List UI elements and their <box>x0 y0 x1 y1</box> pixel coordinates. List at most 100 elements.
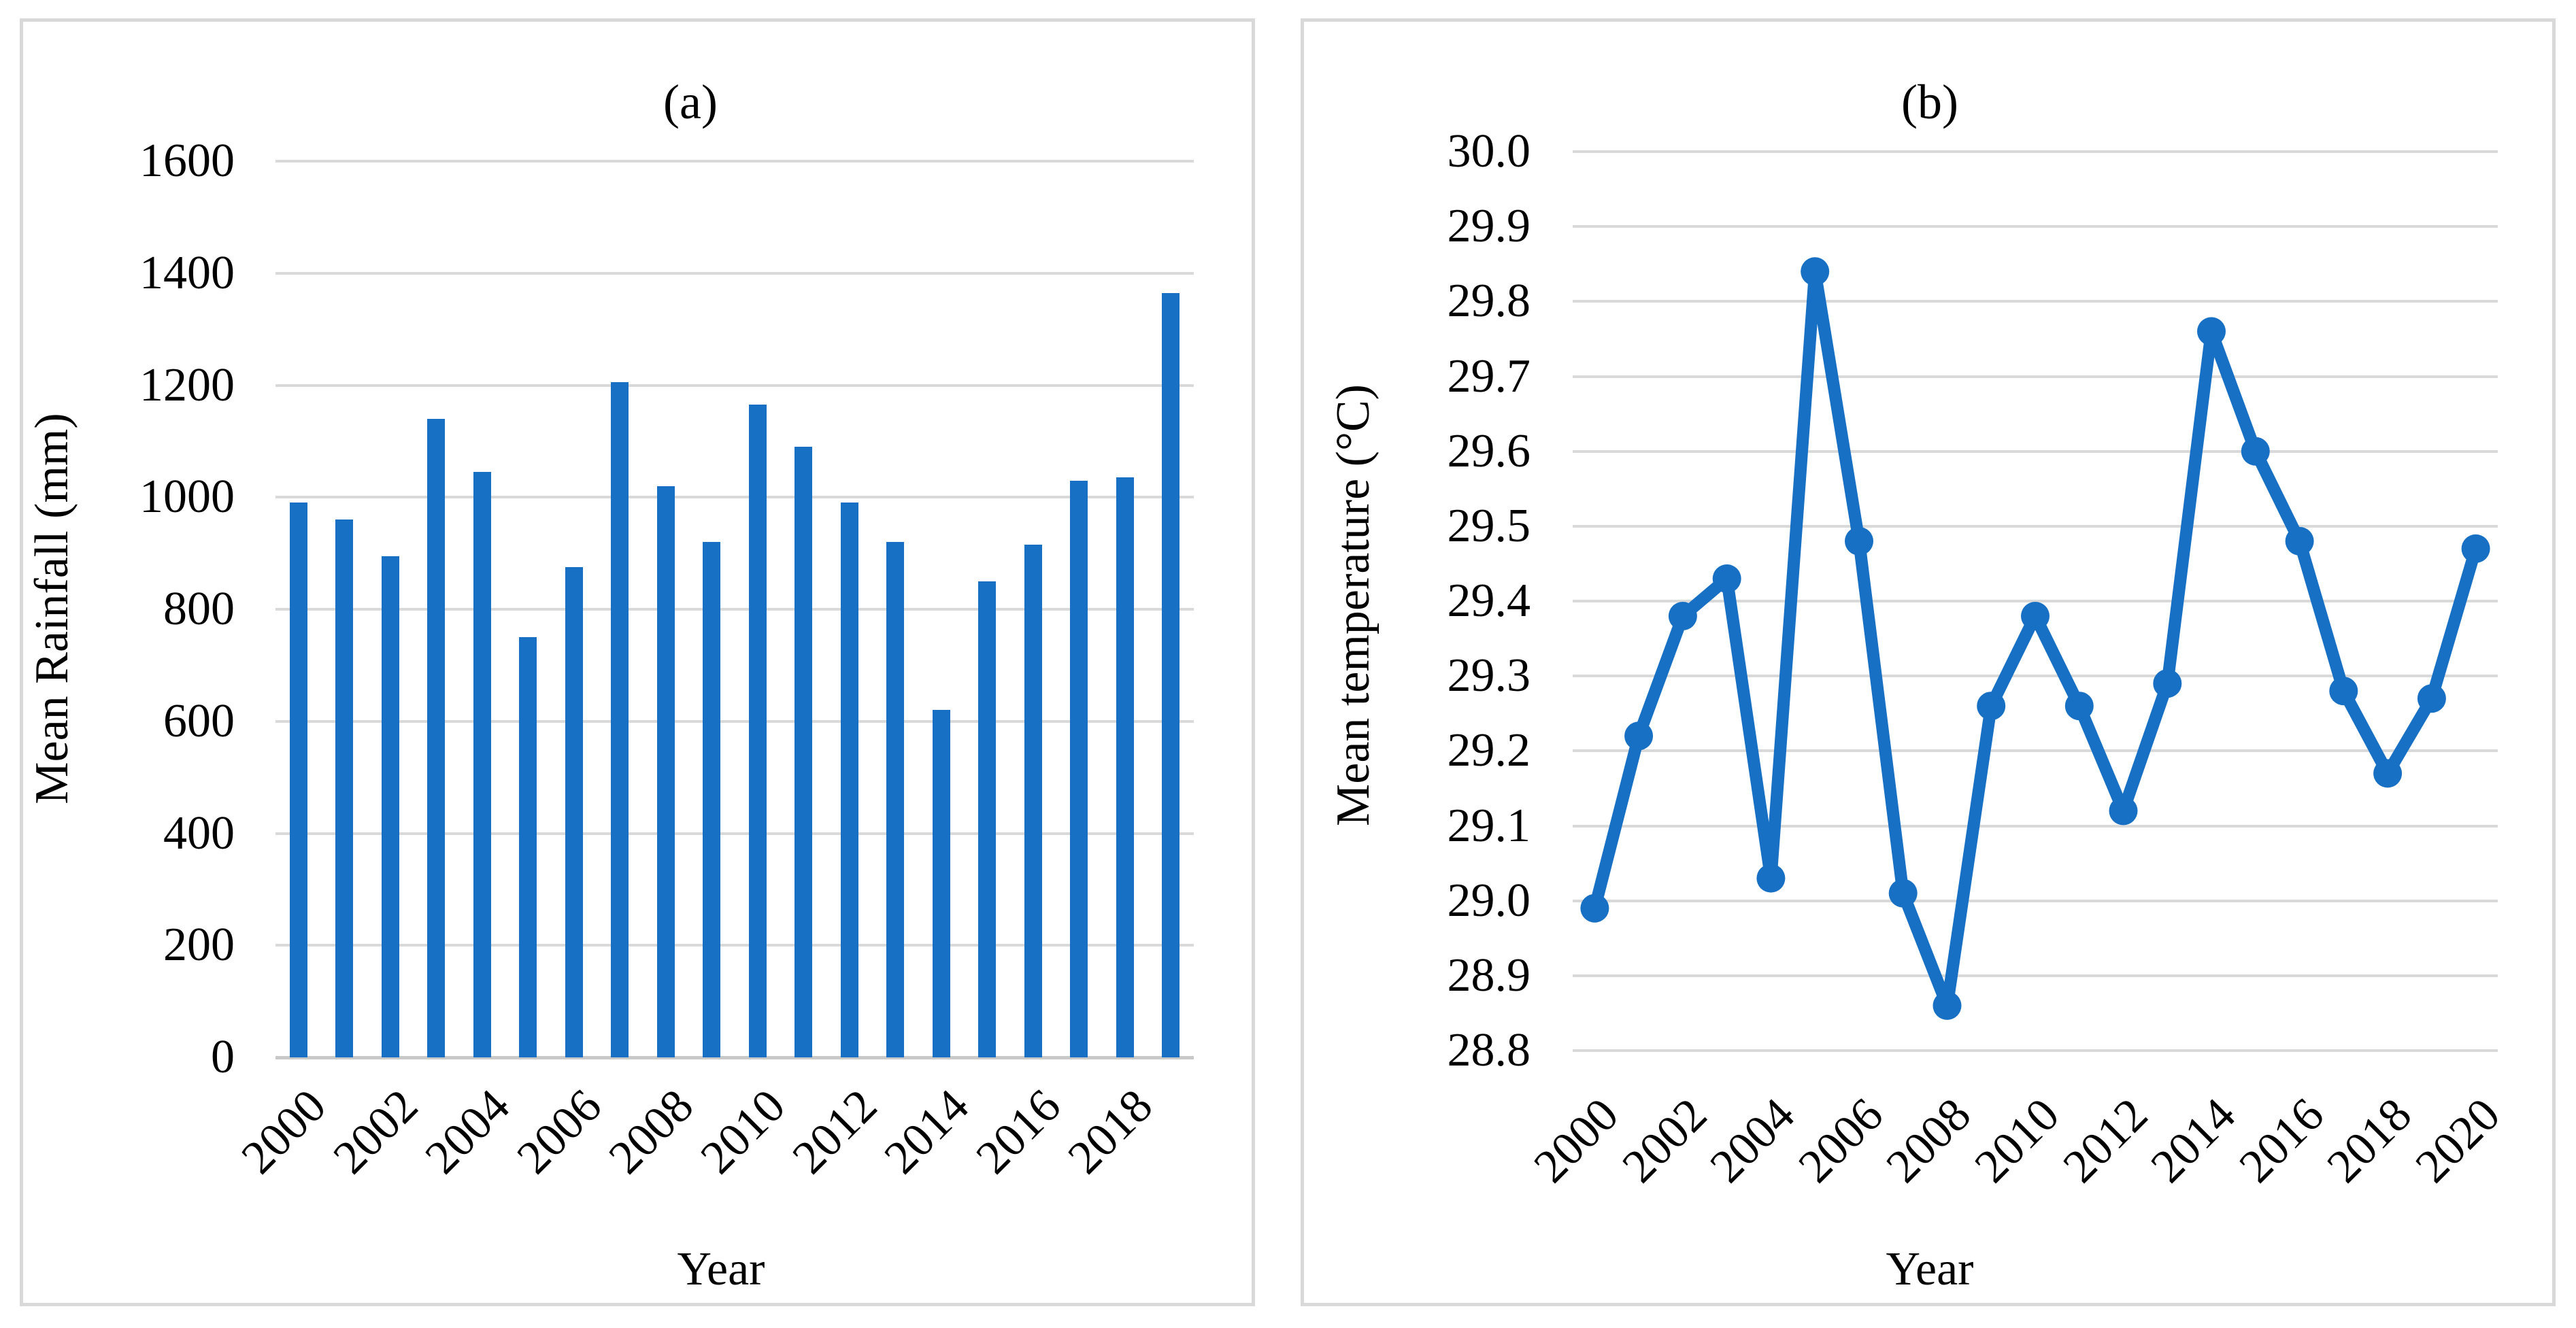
data-point-2017 <box>2329 677 2358 706</box>
y-tick-label: 28.8 <box>1447 1024 1531 1076</box>
data-point-2005 <box>1801 257 1830 286</box>
data-point-2001 <box>1624 721 1654 751</box>
data-point-2011 <box>2064 692 2094 721</box>
gridline <box>1573 300 2498 303</box>
temperature-line-series <box>1580 257 2490 1020</box>
gridline <box>1573 749 2498 753</box>
data-point-2000 <box>1580 893 1609 923</box>
y-tick-label: 29.3 <box>1447 649 1531 702</box>
y-tick-label: 600 <box>163 694 235 747</box>
gridline <box>1573 1049 2498 1052</box>
x-tick-label: 2000 <box>1524 1088 1629 1193</box>
x-tick-label: 2010 <box>1964 1088 2070 1193</box>
chart-title-a: (a) <box>663 75 718 129</box>
data-point-2018 <box>2373 759 2403 788</box>
bar-2003 <box>427 418 446 1057</box>
gridline <box>275 160 1194 163</box>
data-point-2004 <box>1756 864 1786 893</box>
data-point-2002 <box>1668 602 1697 630</box>
y-tick-label: 800 <box>163 583 235 635</box>
chart-panel-b: (b) Mean temperature (°C) Year 28.8 28.9 2… <box>1301 18 2556 1306</box>
x-tick-label: 2002 <box>1612 1088 1718 1193</box>
data-point-2012 <box>2109 796 2138 825</box>
bar-2017 <box>1070 480 1088 1057</box>
y-tick-label: 29.7 <box>1447 350 1531 403</box>
y-tick-label: 1200 <box>139 358 235 411</box>
bar-2000 <box>289 503 307 1057</box>
x-axis-line <box>275 1055 1194 1059</box>
gridline <box>1573 150 2498 153</box>
y-tick-label: 30.0 <box>1447 125 1531 177</box>
y-tick-label: 0 <box>211 1031 235 1083</box>
bar-2016 <box>1024 545 1042 1057</box>
x-tick-label: 2012 <box>2053 1088 2158 1193</box>
data-point-2014 <box>2197 317 2226 346</box>
gridline <box>275 719 1194 723</box>
y-tick-label: 29.4 <box>1447 575 1531 627</box>
bar-2002 <box>381 556 399 1057</box>
bar-2015 <box>978 581 997 1057</box>
gridline <box>1573 974 2498 977</box>
x-tick-label: 2010 <box>690 1079 795 1185</box>
bar-2014 <box>932 710 950 1057</box>
x-tick-label: 2008 <box>1877 1088 1981 1193</box>
bar-2013 <box>886 542 905 1057</box>
y-tick-label: 29.0 <box>1447 874 1531 927</box>
x-tick-label: 2012 <box>782 1079 887 1185</box>
y-tick-label: 29.1 <box>1447 799 1531 852</box>
bar-2009 <box>703 542 721 1057</box>
bar-2011 <box>794 447 813 1057</box>
x-axis-title-year-a: Year <box>677 1243 765 1295</box>
x-tick-label: 2006 <box>1788 1088 1894 1193</box>
x-tick-label: 2018 <box>1058 1079 1162 1185</box>
plot-area-a: 0 200 400 600 800 1000 1200 1400 1600 2000 2002 200… <box>23 22 1252 1303</box>
y-tick-label: 28.9 <box>1447 949 1531 1002</box>
gridline <box>275 832 1194 835</box>
bar-2007 <box>611 382 629 1057</box>
bar-2008 <box>656 486 675 1057</box>
bar-2012 <box>840 503 858 1057</box>
gridline <box>275 608 1194 611</box>
data-point-2007 <box>1888 879 1918 908</box>
x-tick-label: 2014 <box>874 1079 979 1185</box>
data-point-2010 <box>2021 602 2050 630</box>
data-point-2006 <box>1845 526 1873 556</box>
x-tick-label: 2004 <box>1701 1088 1805 1193</box>
bar-2010 <box>748 405 767 1057</box>
data-point-2008 <box>1933 991 1962 1020</box>
y-tick-label: 29.5 <box>1447 499 1531 552</box>
data-point-2020 <box>2461 534 2490 563</box>
gridline <box>275 496 1194 499</box>
data-point-2015 <box>2241 437 2270 466</box>
gridline <box>1573 375 2498 378</box>
gridline <box>1573 449 2498 453</box>
y-tick-label: 29.2 <box>1447 724 1531 777</box>
chart-title-b: (b) <box>1901 75 1958 129</box>
data-point-2003 <box>1712 564 1741 593</box>
x-tick-label: 2006 <box>507 1079 612 1185</box>
x-tick-label: 2000 <box>231 1079 336 1185</box>
y-tick-label: 29.8 <box>1447 275 1531 328</box>
y-tick-label: 400 <box>163 806 235 859</box>
bar-2006 <box>565 567 583 1057</box>
gridline <box>1573 899 2498 902</box>
bar-2004 <box>473 472 491 1057</box>
x-tick-label: 2014 <box>2141 1088 2246 1193</box>
x-axis-title-year-b: Year <box>1886 1243 1974 1295</box>
bar-2001 <box>335 520 354 1057</box>
gridline <box>1573 225 2498 228</box>
x-tick-label: 2008 <box>599 1079 703 1185</box>
data-point-2016 <box>2285 526 2314 556</box>
y-tick-label: 29.6 <box>1447 424 1531 477</box>
x-tick-label: 2018 <box>2317 1088 2422 1193</box>
x-tick-label: 2016 <box>2229 1088 2334 1193</box>
y-tick-label: 1400 <box>139 246 235 299</box>
y-tick-label: 1600 <box>139 135 235 187</box>
x-tick-label: 2004 <box>415 1079 520 1185</box>
gridline <box>1573 524 2498 528</box>
bar-2005 <box>519 637 537 1057</box>
bar-2018 <box>1116 477 1134 1057</box>
gridline <box>1573 675 2498 678</box>
gridline <box>275 944 1194 947</box>
y-tick-label: 1000 <box>139 471 235 524</box>
